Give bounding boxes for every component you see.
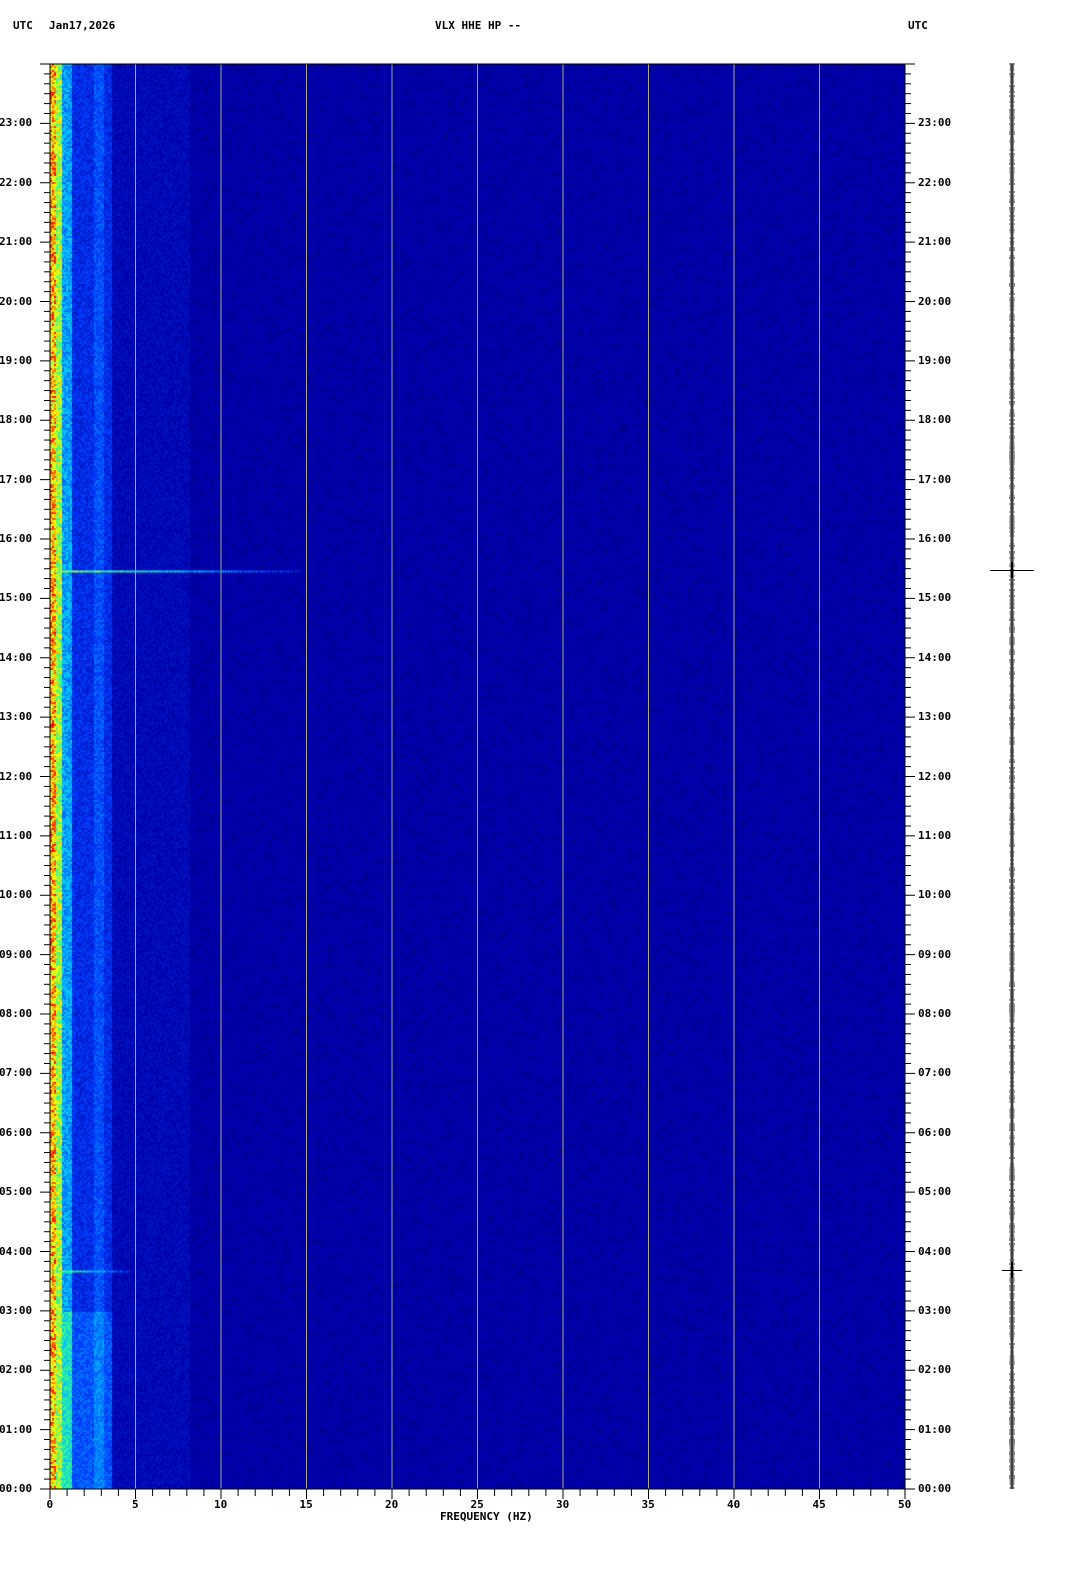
y-tick-label-right: 17:00 (918, 472, 952, 486)
x-tick-label: 0 (46, 1498, 54, 1511)
y-tick-label-right: 11:00 (918, 828, 952, 842)
x-tick-label: 20 (385, 1498, 399, 1511)
y-tick-label-right: 15:00 (918, 591, 952, 605)
y-tick-label-left: 14:00 (0, 650, 33, 664)
y-tick-label-right: 08:00 (918, 1007, 952, 1020)
y-tick-label-left: 07:00 (0, 1066, 33, 1080)
y-tick-label-left: 15:00 (0, 591, 33, 605)
y-tick-label-right: 02:00 (918, 1363, 952, 1377)
y-tick-label-left: 04:00 (0, 1244, 33, 1258)
y-tick-label-right: 00:00 (918, 1482, 952, 1495)
left-timezone-label: UTC (13, 19, 33, 32)
y-tick-label-right: 22:00 (918, 175, 952, 189)
y-tick-label-right: 21:00 (918, 235, 952, 249)
x-tick-label: 40 (727, 1498, 741, 1511)
y-tick-label-left: 16:00 (0, 532, 33, 545)
y-tick-label-left: 19:00 (0, 353, 33, 367)
y-tick-label-left: 09:00 (0, 947, 33, 961)
y-tick-label-left: 13:00 (0, 710, 33, 724)
y-tick-label-right: 19:00 (918, 353, 952, 367)
y-tick-label-left: 22:00 (0, 175, 33, 189)
x-tick-label: 15 (299, 1498, 313, 1511)
y-tick-label-left: 02:00 (0, 1363, 33, 1377)
y-tick-label-right: 06:00 (918, 1125, 952, 1139)
y-tick-label-right: 16:00 (918, 532, 952, 545)
chart-title: VLX HHE HP -- (435, 19, 522, 32)
y-tick-label-right: 20:00 (918, 294, 952, 308)
y-tick-label-right: 05:00 (918, 1185, 952, 1199)
y-tick-label-left: 11:00 (0, 828, 33, 842)
y-tick-label-left: 00:00 (0, 1482, 33, 1495)
y-tick-label-left: 10:00 (0, 888, 33, 902)
y-tick-label-left: 03:00 (0, 1303, 33, 1317)
x-tick-label: 5 (132, 1498, 139, 1511)
right-timezone-label: UTC (908, 19, 928, 32)
y-tick-label-right: 04:00 (918, 1244, 952, 1258)
y-tick-label-left: 20:00 (0, 294, 33, 308)
date-label: Jan17,2026 (49, 19, 116, 32)
y-tick-label-right: 10:00 (918, 888, 952, 902)
y-tick-label-right: 03:00 (918, 1303, 952, 1317)
y-tick-label-right: 01:00 (918, 1422, 952, 1436)
x-axis-label: FREQUENCY (HZ) (440, 1510, 533, 1523)
y-tick-label-right: 07:00 (918, 1066, 952, 1080)
y-tick-label-right: 23:00 (918, 116, 952, 130)
y-tick-label-right: 14:00 (918, 650, 952, 664)
x-tick-label: 30 (556, 1498, 570, 1511)
x-tick-label: 35 (641, 1498, 655, 1511)
y-tick-label-left: 12:00 (0, 769, 33, 783)
y-tick-label-left: 06:00 (0, 1125, 33, 1139)
y-tick-label-left: 05:00 (0, 1185, 33, 1199)
y-tick-label-right: 09:00 (918, 947, 952, 961)
y-tick-label-right: 12:00 (918, 769, 952, 783)
x-tick-label: 50 (898, 1498, 912, 1511)
y-tick-label-right: 18:00 (918, 413, 952, 427)
y-tick-label-left: 08:00 (0, 1007, 33, 1020)
y-tick-label-left: 18:00 (0, 413, 33, 427)
y-tick-label-left: 17:00 (0, 472, 33, 486)
y-tick-label-left: 23:00 (0, 116, 33, 130)
y-tick-label-right: 13:00 (918, 710, 952, 724)
x-tick-label: 45 (812, 1498, 826, 1511)
x-tick-label: 25 (470, 1498, 484, 1511)
x-tick-label: 10 (214, 1498, 228, 1511)
y-tick-label-left: 01:00 (0, 1422, 33, 1436)
y-tick-label-left: 21:00 (0, 235, 33, 249)
